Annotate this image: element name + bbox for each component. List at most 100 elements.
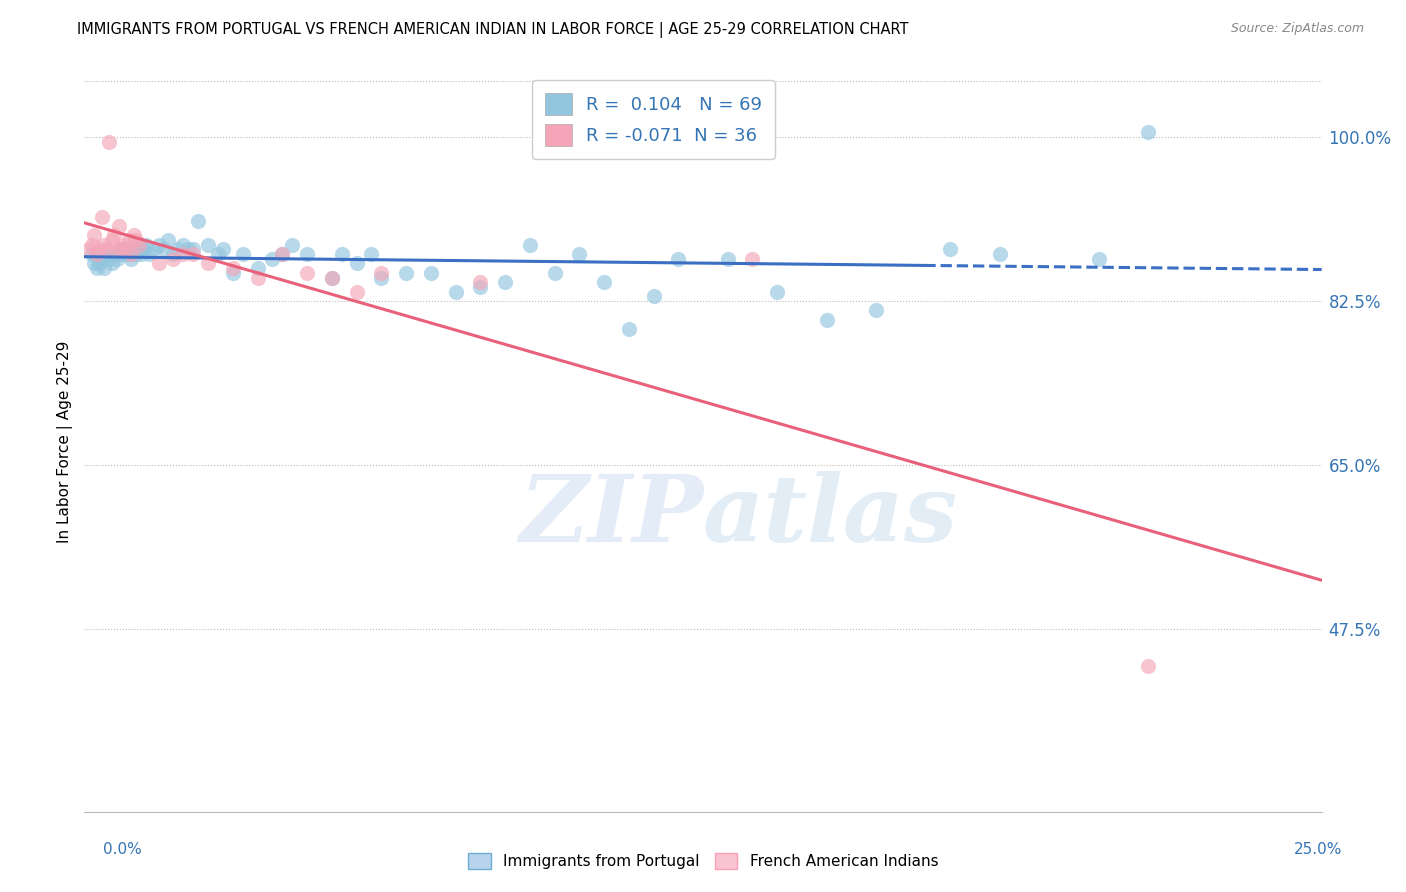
Point: [125, 247, 148, 261]
Point: [197, 256, 219, 270]
Point: [232, 247, 254, 261]
Point: [815, 312, 838, 326]
Point: [246, 270, 269, 285]
Point: [346, 256, 368, 270]
Point: [118, 247, 141, 261]
Point: [157, 233, 180, 247]
Point: [271, 247, 294, 261]
Y-axis label: In Labor Force | Age 25-29: In Labor Force | Age 25-29: [58, 341, 73, 542]
Point: [988, 247, 1011, 261]
Point: [346, 285, 368, 299]
Point: [494, 275, 516, 289]
Point: [207, 247, 229, 261]
Point: [112, 237, 135, 252]
Point: [187, 214, 209, 228]
Point: [939, 243, 962, 257]
Point: [100, 233, 122, 247]
Point: [281, 237, 304, 252]
Point: [162, 252, 184, 266]
Point: [103, 247, 125, 261]
Text: IMMIGRANTS FROM PORTUGAL VS FRENCH AMERICAN INDIAN IN LABOR FORCE | AGE 25-29 CO: IMMIGRANTS FROM PORTUGAL VS FRENCH AMERI…: [77, 22, 908, 38]
Point: [115, 243, 138, 257]
Point: [222, 261, 245, 276]
Point: [83, 228, 105, 243]
Point: [162, 247, 184, 261]
Point: [79, 243, 101, 257]
Point: [135, 237, 157, 252]
Point: [246, 261, 269, 276]
Point: [105, 252, 128, 266]
Point: [330, 247, 353, 261]
Point: [110, 243, 132, 257]
Point: [129, 247, 152, 261]
Point: [118, 233, 141, 247]
Point: [138, 247, 160, 261]
Point: [115, 243, 138, 257]
Point: [90, 252, 112, 266]
Point: [643, 289, 665, 303]
Point: [96, 247, 118, 261]
Point: [93, 261, 115, 276]
Point: [519, 237, 541, 252]
Point: [666, 252, 689, 266]
Point: [148, 256, 170, 270]
Point: [142, 243, 165, 257]
Point: [395, 266, 418, 280]
Point: [1137, 659, 1160, 673]
Point: [98, 135, 121, 149]
Point: [86, 261, 108, 276]
Point: [110, 243, 132, 257]
Point: [370, 266, 392, 280]
Point: [89, 243, 111, 257]
Point: [112, 247, 135, 261]
Point: [108, 247, 131, 261]
Point: [122, 243, 145, 257]
Point: [470, 275, 492, 289]
Point: [100, 256, 122, 270]
Point: [120, 247, 142, 261]
Point: [1137, 125, 1160, 139]
Text: 25.0%: 25.0%: [1295, 842, 1343, 856]
Point: [132, 243, 155, 257]
Point: [741, 252, 763, 266]
Point: [321, 270, 343, 285]
Text: Source: ZipAtlas.com: Source: ZipAtlas.com: [1230, 22, 1364, 36]
Point: [181, 243, 204, 257]
Point: [93, 237, 115, 252]
Point: [617, 322, 640, 336]
Text: ZIP: ZIP: [519, 471, 703, 560]
Point: [717, 252, 740, 266]
Point: [172, 237, 194, 252]
Point: [295, 247, 318, 261]
Point: [360, 247, 382, 261]
Legend: Immigrants from Portugal, French American Indians: Immigrants from Portugal, French America…: [461, 847, 945, 875]
Point: [593, 275, 616, 289]
Point: [98, 252, 121, 266]
Point: [120, 252, 142, 266]
Point: [568, 247, 591, 261]
Point: [766, 285, 789, 299]
Point: [105, 243, 128, 257]
Legend: R =  0.104   N = 69, R = -0.071  N = 36: R = 0.104 N = 69, R = -0.071 N = 36: [531, 80, 775, 159]
Point: [89, 256, 111, 270]
Point: [444, 285, 467, 299]
Point: [197, 237, 219, 252]
Point: [108, 219, 131, 233]
Point: [370, 270, 392, 285]
Point: [295, 266, 318, 280]
Point: [125, 233, 148, 247]
Point: [262, 252, 284, 266]
Point: [1088, 252, 1111, 266]
Point: [543, 266, 565, 280]
Point: [177, 243, 200, 257]
Text: atlas: atlas: [703, 471, 959, 560]
Point: [83, 256, 105, 270]
Point: [321, 270, 343, 285]
Point: [148, 237, 170, 252]
Text: 0.0%: 0.0%: [103, 842, 142, 856]
Point: [128, 237, 150, 252]
Point: [470, 280, 492, 294]
Point: [222, 266, 245, 280]
Point: [80, 247, 103, 261]
Point: [419, 266, 441, 280]
